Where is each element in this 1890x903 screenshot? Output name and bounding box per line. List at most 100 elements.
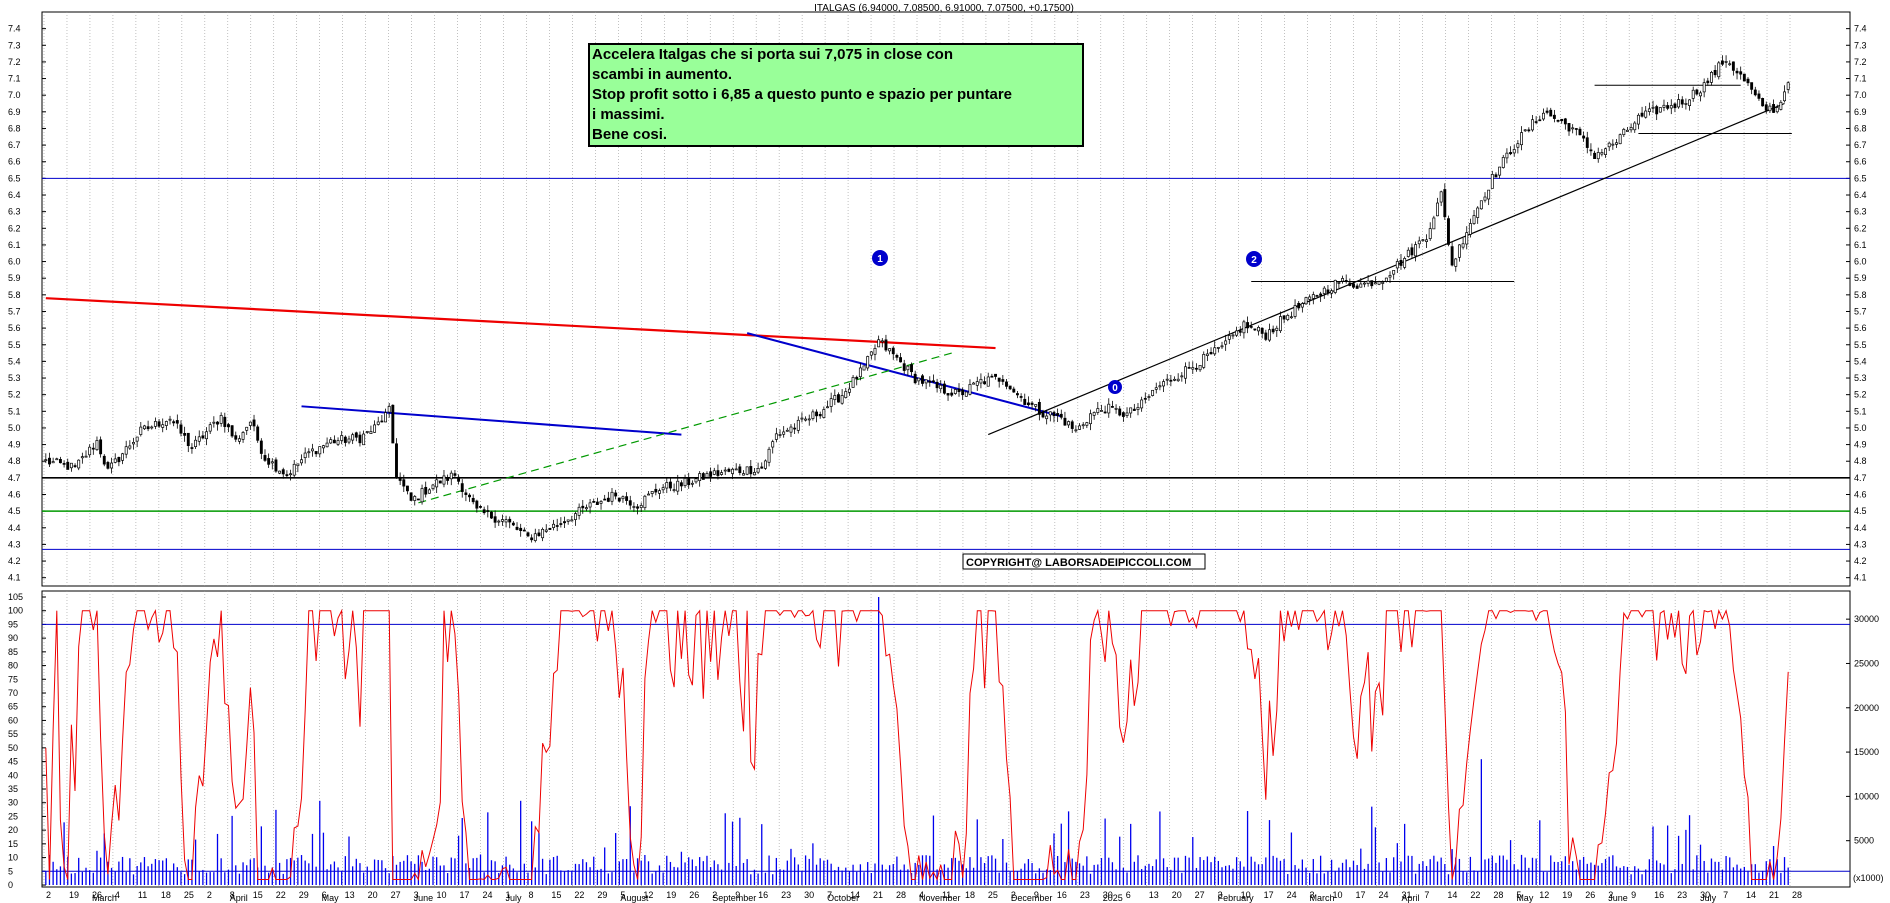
black-uptrend-line bbox=[987, 102, 1785, 436]
candle-body bbox=[745, 466, 749, 475]
candle-body bbox=[1282, 315, 1286, 320]
candle-body bbox=[1750, 82, 1754, 90]
y-tick-label-left: 5.9 bbox=[8, 273, 21, 283]
candle-body bbox=[720, 472, 724, 475]
y-tick-label-right: 5.3 bbox=[1854, 373, 1867, 383]
y-tick-label-left: 7.3 bbox=[8, 40, 21, 50]
candle-body bbox=[1447, 218, 1450, 245]
candle-body bbox=[1162, 381, 1166, 387]
candle-body bbox=[48, 457, 51, 465]
candle-body bbox=[263, 455, 267, 461]
candle-body bbox=[972, 382, 976, 385]
indicator-grid bbox=[43, 591, 1791, 887]
candle-body bbox=[1622, 129, 1626, 135]
candle-body bbox=[877, 339, 881, 348]
candle-body bbox=[413, 496, 417, 501]
x-day-label: 21 bbox=[873, 890, 883, 900]
candle-body bbox=[1315, 295, 1319, 297]
candle-body bbox=[475, 500, 479, 509]
oscillator-tick-label: 35 bbox=[8, 784, 18, 794]
candle-body bbox=[66, 461, 70, 470]
x-day-label: 14 bbox=[1746, 890, 1756, 900]
x-day-label: 10 bbox=[437, 890, 447, 900]
svg-text:0: 0 bbox=[1112, 383, 1118, 394]
y-tick-label-right: 6.2 bbox=[1854, 223, 1867, 233]
candle-body bbox=[851, 377, 855, 388]
candle-body bbox=[679, 482, 683, 487]
candle-body bbox=[88, 446, 92, 456]
candle-body bbox=[1370, 280, 1374, 287]
candle-body bbox=[281, 469, 285, 475]
candle-body bbox=[402, 479, 406, 487]
candle-body bbox=[1311, 294, 1315, 299]
x-day-label: 18 bbox=[161, 890, 171, 900]
candle-body bbox=[270, 461, 274, 464]
y-tick-label-right: 5.1 bbox=[1854, 406, 1867, 416]
x-day-label: 16 bbox=[758, 890, 768, 900]
y-tick-label-left: 6.8 bbox=[8, 123, 21, 133]
candle-body bbox=[570, 519, 574, 522]
x-day-label: 4 bbox=[919, 890, 924, 900]
candle-body bbox=[303, 452, 307, 459]
candle-body bbox=[840, 395, 844, 404]
annotation-box: Accelera Italgas che si porta sui 7,075 … bbox=[588, 43, 1084, 147]
candle-body bbox=[1764, 104, 1768, 111]
candle-body bbox=[1216, 347, 1220, 349]
candle-body bbox=[668, 481, 672, 489]
candle-body bbox=[69, 462, 73, 469]
candle-body bbox=[1165, 378, 1169, 381]
candle-body bbox=[760, 466, 764, 469]
candle-body bbox=[1728, 63, 1732, 66]
candle-body bbox=[1151, 389, 1155, 396]
candle-body bbox=[1118, 408, 1122, 416]
candle-body bbox=[1304, 297, 1308, 305]
candle-body bbox=[1746, 78, 1750, 84]
candle-body bbox=[183, 433, 187, 436]
candle-body bbox=[1494, 174, 1498, 178]
candle-body bbox=[416, 498, 420, 501]
candle-body bbox=[1560, 118, 1564, 122]
x-day-label: 9 bbox=[1034, 890, 1039, 900]
candle-body bbox=[595, 501, 599, 505]
candle-body bbox=[1669, 105, 1673, 109]
candle-body bbox=[1289, 316, 1293, 319]
candle-body bbox=[1556, 119, 1560, 122]
candle-body bbox=[1596, 152, 1600, 160]
candle-body bbox=[533, 533, 537, 541]
y-tick-label-left: 5.3 bbox=[8, 373, 21, 383]
candle-body bbox=[1779, 101, 1783, 110]
candle-body bbox=[146, 426, 150, 430]
candle-body bbox=[1132, 408, 1136, 411]
x-day-label: 3 bbox=[414, 890, 419, 900]
candle-body bbox=[194, 439, 198, 447]
candle-body bbox=[153, 421, 157, 427]
candle-body bbox=[1604, 148, 1607, 155]
candle-body bbox=[1085, 422, 1089, 426]
candle-body bbox=[1063, 417, 1067, 426]
oscillator-tick-label: 20 bbox=[8, 825, 18, 835]
x-day-label: 19 bbox=[666, 890, 676, 900]
y-tick-label-left: 4.9 bbox=[8, 440, 21, 450]
x-day-label: 6 bbox=[322, 890, 327, 900]
candle-body bbox=[1534, 121, 1538, 123]
oscillator-tick-label: 5 bbox=[8, 866, 13, 876]
candle-body bbox=[1395, 261, 1399, 269]
x-month-label: June bbox=[414, 893, 434, 903]
x-month-label: December bbox=[1011, 893, 1053, 903]
candle-body bbox=[1421, 239, 1425, 242]
candle-body bbox=[1662, 104, 1666, 108]
x-axis: 2 19 26 4 11 18 25 2 8 15 22 29 6 13 20 27 3 10 17 24 1 8 15 22… bbox=[46, 890, 1802, 903]
x-day-label: 27 bbox=[1195, 890, 1205, 900]
candle-body bbox=[924, 379, 928, 384]
candle-body bbox=[380, 420, 384, 423]
oscillator-tick-label: 30 bbox=[8, 798, 18, 808]
candle-body bbox=[1037, 401, 1041, 415]
candle-body bbox=[1428, 228, 1432, 239]
candle-body bbox=[329, 439, 333, 444]
candle-body bbox=[563, 521, 566, 524]
candle-body bbox=[311, 448, 314, 452]
candle-body bbox=[983, 381, 987, 385]
candle-body bbox=[205, 431, 208, 440]
price-axis: 4.1 4.1 4.2 4.2 4.3 4.3 4.4 4.4 4.5 4.5 4.6 4.6 4.7 4… bbox=[8, 24, 1867, 583]
